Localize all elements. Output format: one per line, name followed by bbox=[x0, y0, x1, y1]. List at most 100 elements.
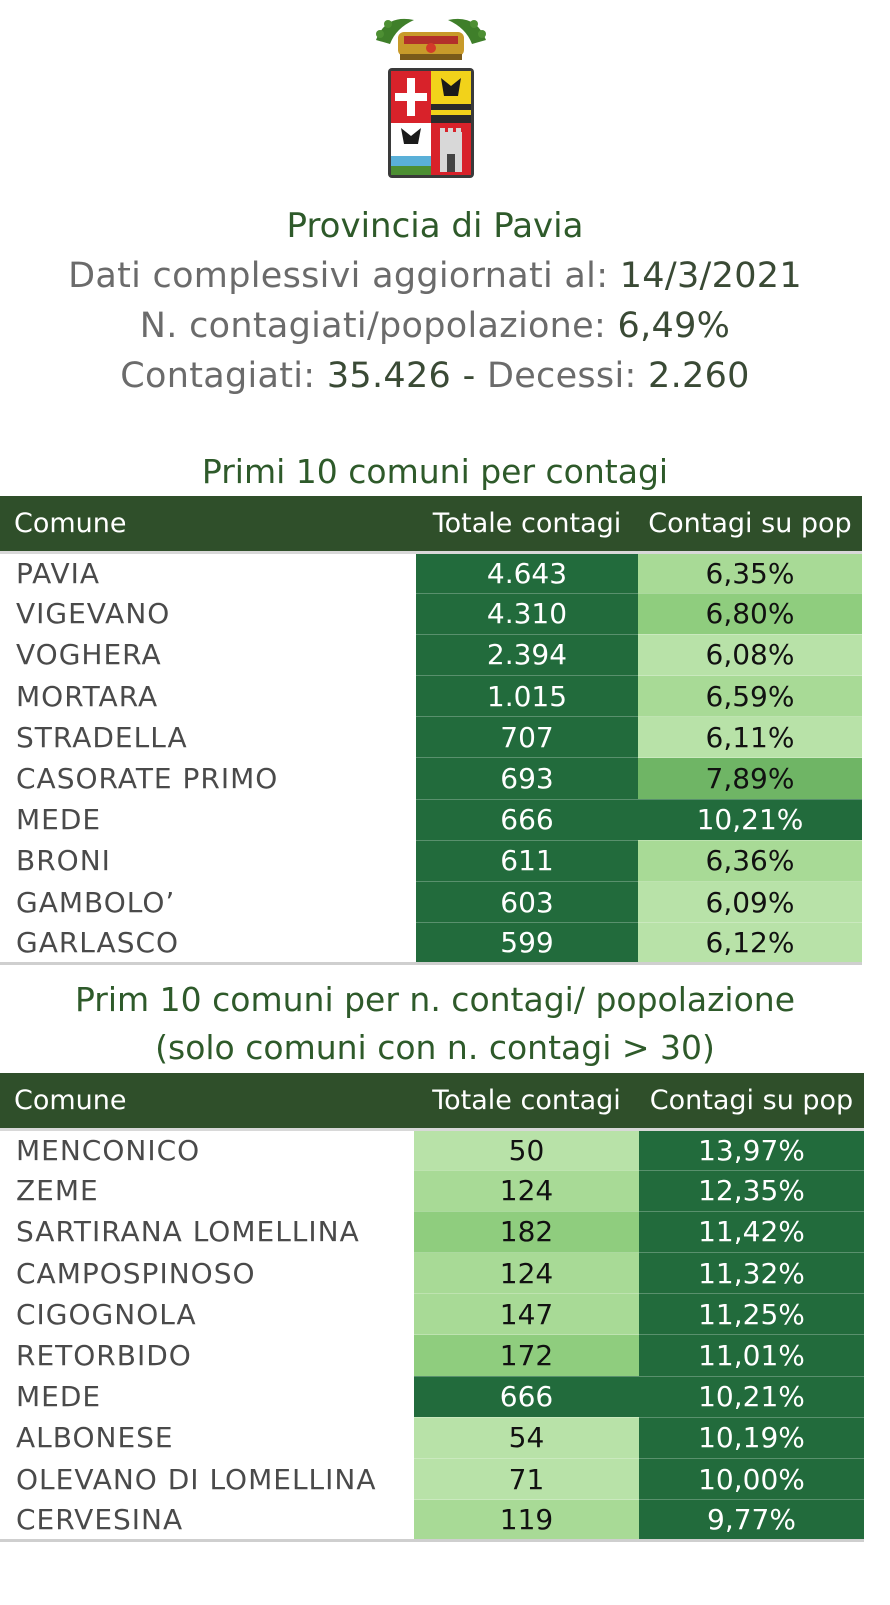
cell-pct: 6,09% bbox=[638, 881, 862, 924]
laurel-wreath-icon bbox=[376, 18, 486, 44]
table-row: CASORATE PRIMO 693 7,89% bbox=[0, 757, 862, 800]
cell-totale: 50 bbox=[414, 1129, 639, 1171]
cell-pct: 7,89% bbox=[638, 757, 862, 800]
cell-pct: 6,80% bbox=[638, 593, 862, 635]
top-ratio-table: Comune Totale contagi Contagi su pop MEN… bbox=[0, 1073, 864, 1543]
ratio-label: N. contagiati/popolazione: bbox=[139, 306, 607, 346]
table-row: CIGOGNOLA 147 11,25% bbox=[0, 1293, 864, 1336]
updated-line: Dati complessivi aggiornati al: 14/3/202… bbox=[0, 256, 870, 296]
table-row: GARLASCO 599 6,12% bbox=[0, 922, 862, 966]
cell-comune: MENCONICO bbox=[0, 1129, 414, 1171]
cell-comune: MORTARA bbox=[0, 675, 416, 718]
shield-icon bbox=[388, 68, 474, 178]
cell-comune: RETORBIDO bbox=[0, 1334, 414, 1377]
cell-totale: 603 bbox=[416, 881, 638, 924]
deaths-value: 2.260 bbox=[648, 356, 750, 396]
updated-value: 14/3/2021 bbox=[619, 256, 802, 296]
cell-pct: 6,12% bbox=[638, 922, 862, 966]
cell-comune: STRADELLA bbox=[0, 716, 416, 759]
cell-comune: VOGHERA bbox=[0, 634, 416, 677]
table-row: CERVESINA 119 9,77% bbox=[0, 1499, 864, 1543]
cell-comune: GARLASCO bbox=[0, 922, 416, 966]
table-row: STRADELLA 707 6,11% bbox=[0, 716, 862, 759]
cell-totale: 172 bbox=[414, 1334, 639, 1377]
table-row: ALBONESE 54 10,19% bbox=[0, 1417, 864, 1460]
table-row: GAMBOLO’ 603 6,09% bbox=[0, 881, 862, 924]
table-row: ZEME 124 12,35% bbox=[0, 1170, 864, 1212]
cell-comune: PAVIA bbox=[0, 552, 416, 594]
table-row: VIGEVANO 4.310 6,80% bbox=[0, 593, 862, 635]
table2-title-line1: Prim 10 comuni per n. contagi/ popolazio… bbox=[74, 980, 796, 1019]
cell-pct: 11,01% bbox=[639, 1334, 864, 1377]
column-header-comune: Comune bbox=[0, 1073, 414, 1131]
cell-pct: 6,11% bbox=[638, 716, 862, 759]
cell-pct: 6,36% bbox=[638, 840, 862, 883]
cell-totale: 707 bbox=[416, 716, 638, 759]
ratio-line: N. contagiati/popolazione: 6,49% bbox=[0, 306, 870, 346]
table-row: BRONI 611 6,36% bbox=[0, 840, 862, 883]
table-row: MEDE 666 10,21% bbox=[0, 799, 862, 841]
table1-title: Primi 10 comuni per contagi bbox=[201, 452, 669, 491]
crown-icon bbox=[398, 32, 464, 60]
ratio-value: 6,49% bbox=[617, 306, 731, 346]
cell-totale: 119 bbox=[414, 1499, 639, 1543]
cell-pct: 6,08% bbox=[638, 634, 862, 677]
cell-comune: ZEME bbox=[0, 1170, 414, 1212]
cell-pct: 10,21% bbox=[638, 799, 862, 841]
cell-comune: GAMBOLO’ bbox=[0, 881, 416, 924]
cell-totale: 693 bbox=[416, 757, 638, 800]
page-title: Provincia di Pavia bbox=[286, 206, 584, 246]
table-row: MEDE 666 10,21% bbox=[0, 1376, 864, 1418]
column-header-totale: Totale contagi bbox=[416, 496, 638, 554]
cell-totale: 666 bbox=[416, 799, 638, 841]
cell-pct: 9,77% bbox=[639, 1499, 864, 1543]
cell-comune: SARTIRANA LOMELLINA bbox=[0, 1211, 414, 1254]
cell-pct: 12,35% bbox=[639, 1170, 864, 1212]
separator: - bbox=[462, 356, 476, 396]
cell-pct: 10,21% bbox=[639, 1376, 864, 1418]
cell-totale: 54 bbox=[414, 1417, 639, 1460]
column-header-pct: Contagi su pop bbox=[638, 496, 862, 554]
cell-comune: CASORATE PRIMO bbox=[0, 757, 416, 800]
cell-comune: MEDE bbox=[0, 1376, 414, 1418]
cell-pct: 11,42% bbox=[639, 1211, 864, 1254]
table-row: OLEVANO DI LOMELLINA 71 10,00% bbox=[0, 1458, 864, 1501]
province-coat-of-arms bbox=[376, 18, 486, 178]
cell-comune: VIGEVANO bbox=[0, 593, 416, 635]
table-row: MENCONICO 50 13,97% bbox=[0, 1129, 864, 1171]
cell-totale: 124 bbox=[414, 1170, 639, 1212]
top-cases-table: Comune Totale contagi Contagi su pop PAV… bbox=[0, 496, 862, 966]
cell-comune: OLEVANO DI LOMELLINA bbox=[0, 1458, 414, 1501]
cases-label: Contagiati: bbox=[120, 356, 316, 396]
cell-pct: 11,32% bbox=[639, 1252, 864, 1295]
cell-totale: 147 bbox=[414, 1293, 639, 1336]
cell-comune: ALBONESE bbox=[0, 1417, 414, 1460]
cell-totale: 4.643 bbox=[416, 552, 638, 594]
table-row: MORTARA 1.015 6,59% bbox=[0, 675, 862, 718]
cell-comune: MEDE bbox=[0, 799, 416, 841]
cell-totale: 599 bbox=[416, 922, 638, 966]
cell-comune: CERVESINA bbox=[0, 1499, 414, 1543]
cell-pct: 6,35% bbox=[638, 552, 862, 594]
column-header-pct: Contagi su pop bbox=[639, 1073, 864, 1131]
cell-comune: BRONI bbox=[0, 840, 416, 883]
cell-pct: 13,97% bbox=[639, 1129, 864, 1171]
table2-title-line2: (solo comuni con n. contagi > 30) bbox=[155, 1028, 715, 1067]
cell-totale: 4.310 bbox=[416, 593, 638, 635]
cell-totale: 124 bbox=[414, 1252, 639, 1295]
deaths-label: Decessi: bbox=[486, 356, 637, 396]
cell-totale: 666 bbox=[414, 1376, 639, 1418]
cell-pct: 10,00% bbox=[639, 1458, 864, 1501]
cell-comune: CAMPOSPINOSO bbox=[0, 1252, 414, 1295]
cell-pct: 11,25% bbox=[639, 1293, 864, 1336]
cell-totale: 2.394 bbox=[416, 634, 638, 677]
cell-totale: 71 bbox=[414, 1458, 639, 1501]
cell-pct: 6,59% bbox=[638, 675, 862, 718]
cell-totale: 182 bbox=[414, 1211, 639, 1254]
cell-comune: CIGOGNOLA bbox=[0, 1293, 414, 1336]
table-row: VOGHERA 2.394 6,08% bbox=[0, 634, 862, 677]
table-row: CAMPOSPINOSO 124 11,32% bbox=[0, 1252, 864, 1295]
cell-pct: 10,19% bbox=[639, 1417, 864, 1460]
table-row: SARTIRANA LOMELLINA 182 11,42% bbox=[0, 1211, 864, 1254]
updated-label: Dati complessivi aggiornati al: bbox=[68, 256, 609, 296]
